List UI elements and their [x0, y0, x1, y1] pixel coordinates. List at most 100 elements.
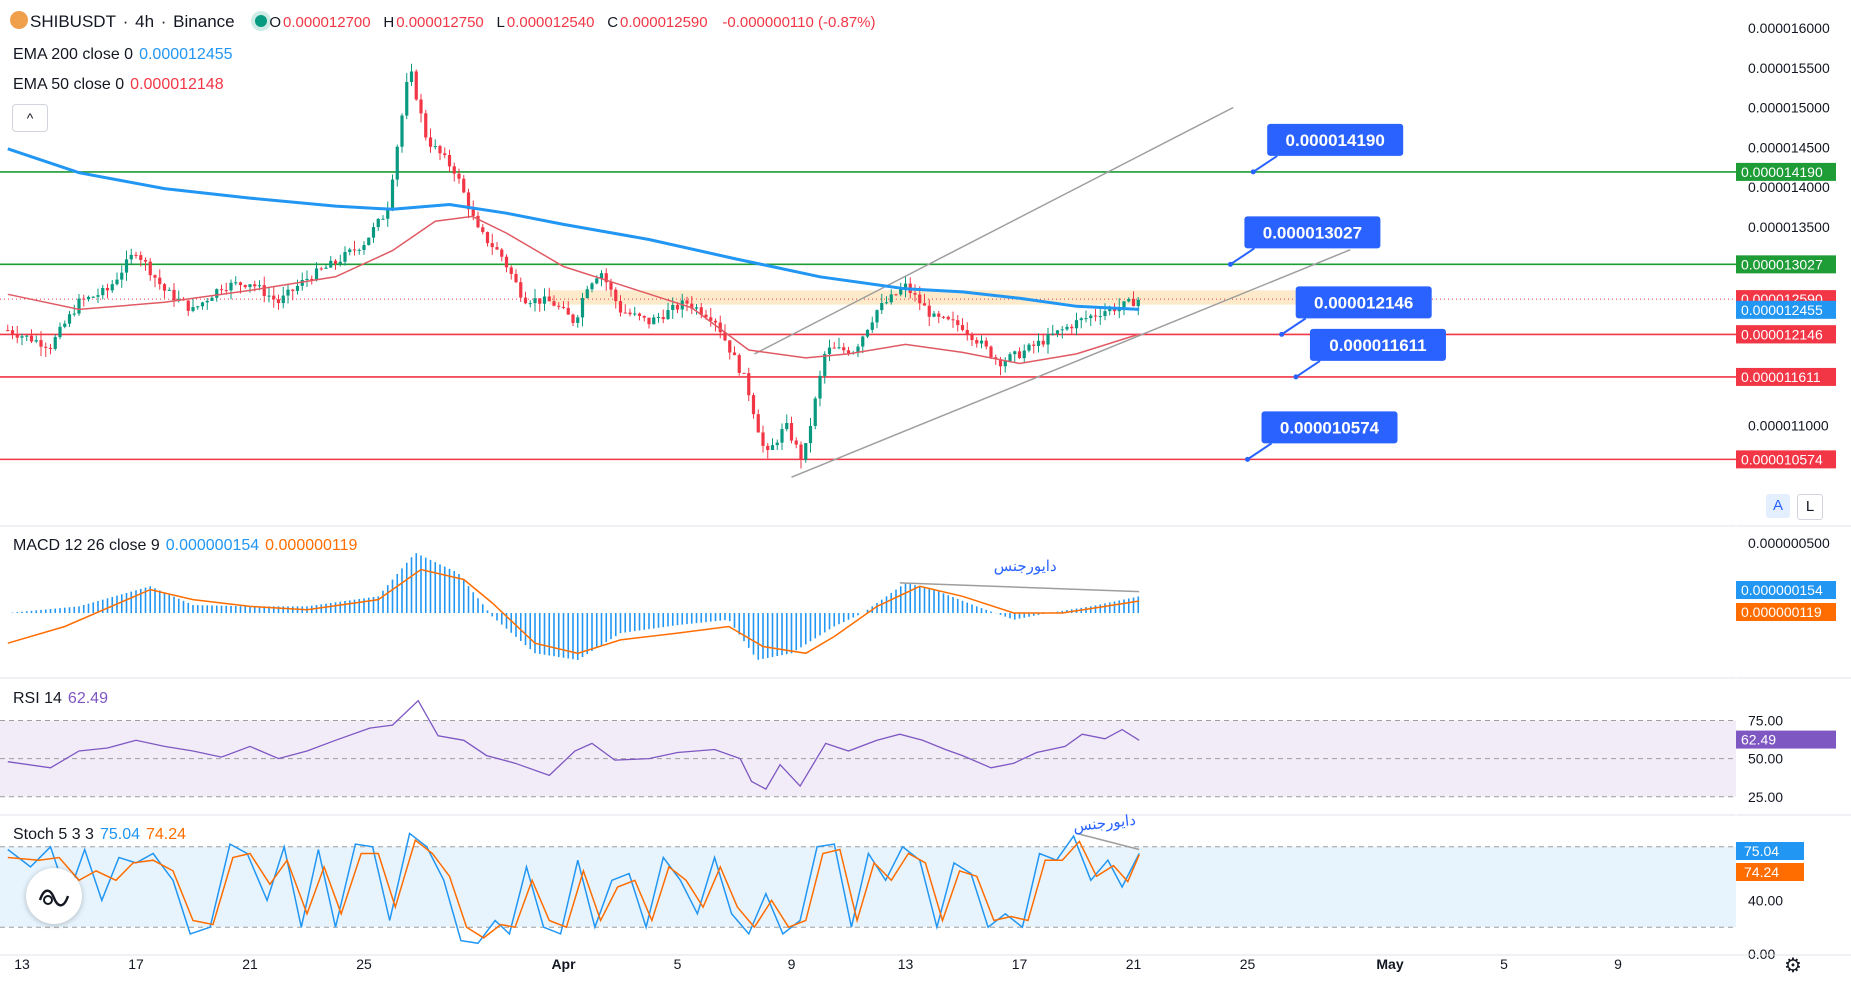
candle-body [58, 326, 62, 338]
price-tag-label: 0.000014190 [1741, 164, 1823, 180]
collapse-legend-button[interactable]: ^ [12, 104, 48, 132]
candle-body [134, 254, 138, 256]
candle-body [196, 306, 200, 308]
candle-body [557, 305, 561, 307]
time-tick-label: 13 [14, 956, 30, 972]
candle-body [937, 313, 941, 317]
candle-body [300, 280, 304, 286]
callout-pointer [1295, 360, 1321, 378]
time-tick-label: Apr [551, 956, 576, 972]
macd-name: MACD 12 26 close 9 [13, 537, 160, 554]
candle-body [25, 335, 29, 337]
candle-body [1060, 329, 1064, 331]
candle-body [1089, 315, 1093, 319]
macd-histogram [11, 553, 1140, 660]
callout-anchor [1245, 456, 1250, 462]
symbol-name: SHIBUSDT [30, 12, 116, 31]
candle-body [324, 267, 328, 269]
candle-body [158, 277, 162, 285]
time-tick-label: 5 [1500, 956, 1508, 972]
rsi-line [7, 699, 1140, 790]
candle-body [414, 71, 418, 100]
candle-body [1136, 299, 1140, 307]
candle-body [1074, 320, 1079, 329]
chart-logo-button[interactable] [26, 868, 82, 924]
ema50-legend[interactable]: EMA 50 close 0 0.000012148 [13, 76, 224, 94]
candle-body [1084, 318, 1088, 320]
candle-body [162, 284, 167, 291]
candle-body [970, 334, 974, 341]
candle-body [343, 252, 347, 262]
interval: 4h [135, 12, 155, 31]
candle-body [1008, 354, 1012, 361]
ema200-legend[interactable]: EMA 200 close 0 0.000012455 [13, 46, 233, 64]
ema50-name: EMA 50 close 0 [13, 76, 125, 93]
candle-body [580, 297, 585, 318]
candle-body [823, 354, 827, 376]
macd-divergence-note: دایورجنس [994, 558, 1057, 575]
candle-body [224, 290, 228, 292]
candle-body [623, 312, 627, 314]
rsi-legend[interactable]: RSI 14 62.49 [13, 690, 108, 708]
candle-body [628, 312, 632, 315]
candle-body [1051, 333, 1055, 335]
ema200-line [7, 147, 1140, 311]
candle-body [590, 283, 594, 290]
candle-body [105, 287, 110, 291]
candle-body [177, 298, 181, 301]
candle-body [747, 373, 751, 396]
candle-body [946, 316, 950, 320]
auto-scale-button[interactable]: A [1766, 494, 1790, 518]
callout-anchor [1250, 169, 1256, 175]
candle-body [1065, 326, 1069, 330]
candle-body [67, 314, 72, 324]
candle-body [1032, 344, 1036, 346]
candle-body [861, 336, 865, 347]
candle-body [699, 307, 703, 315]
candle-body [53, 337, 57, 349]
candle-body [295, 285, 300, 291]
candle-body [110, 284, 114, 291]
price-tag-label: 0.000013027 [1741, 256, 1823, 272]
candle-body [652, 317, 656, 325]
candle-body [172, 289, 176, 301]
candle-body [167, 289, 171, 291]
stoch-legend[interactable]: Stoch 5 3 3 75.04 74.24 [13, 826, 186, 844]
candle-body [519, 282, 523, 298]
candle-body [462, 178, 466, 193]
candle-body [647, 317, 651, 325]
candle-body [424, 113, 428, 138]
candle-body [428, 137, 433, 147]
macd-signal-tag-label: 0.000000119 [1741, 604, 1822, 620]
price-tick-label: 0.000011000 [1748, 418, 1829, 434]
rsi-tag-label: 62.49 [1741, 732, 1776, 748]
candle-body [523, 297, 528, 304]
candle-body [566, 307, 570, 315]
candle-body [243, 285, 247, 288]
candle-body [400, 115, 404, 147]
settings-gear-icon[interactable]: ⚙ [1784, 955, 1802, 977]
rsi-tick-label: 75.00 [1748, 713, 1783, 729]
candle-body [960, 325, 965, 330]
candle-body [6, 330, 10, 332]
candle-body [143, 259, 148, 262]
log-scale-button[interactable]: L [1797, 494, 1823, 520]
shib-coin-icon [10, 11, 28, 29]
candle-body [794, 440, 798, 445]
candle-body [124, 259, 129, 273]
candle-body [595, 278, 599, 284]
candle-body [789, 423, 794, 441]
market-status-icon[interactable] [255, 15, 268, 27]
candle-body [709, 317, 713, 321]
candle-body [975, 340, 979, 344]
candle-body [690, 303, 694, 309]
price-tick-label: 0.000014500 [1748, 139, 1830, 155]
candle-body [495, 247, 499, 250]
symbol-header[interactable]: SHIBUSDT · 4h · Binance O 0.000012700 H 0.… [10, 11, 878, 32]
macd-legend[interactable]: MACD 12 26 close 9 0.000000154 0.000000119 [13, 537, 357, 555]
stoch-divergence-line [1076, 832, 1140, 851]
candle-body [1022, 350, 1026, 359]
candle-body [842, 347, 846, 351]
candle-body [1079, 318, 1083, 321]
